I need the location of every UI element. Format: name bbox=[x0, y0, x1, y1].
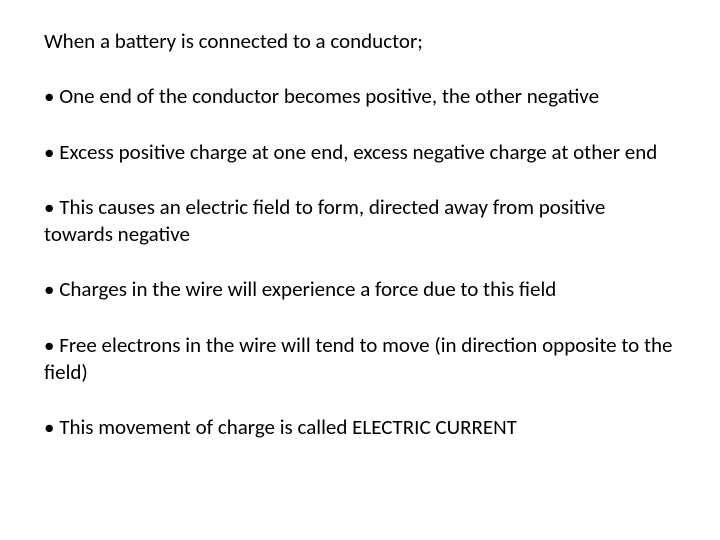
bullet-item: • This causes an electric field to form,… bbox=[44, 194, 676, 249]
bullet-item: • Excess positive charge at one end, exc… bbox=[44, 139, 676, 166]
bullet-item: • This movement of charge is called ELEC… bbox=[44, 414, 676, 441]
slide-heading: When a battery is connected to a conduct… bbox=[44, 28, 676, 55]
bullet-item: • Free electrons in the wire will tend t… bbox=[44, 332, 676, 387]
bullet-item: • One end of the conductor becomes posit… bbox=[44, 83, 676, 110]
bullet-item: • Charges in the wire will experience a … bbox=[44, 276, 676, 303]
slide-container: When a battery is connected to a conduct… bbox=[0, 0, 720, 540]
